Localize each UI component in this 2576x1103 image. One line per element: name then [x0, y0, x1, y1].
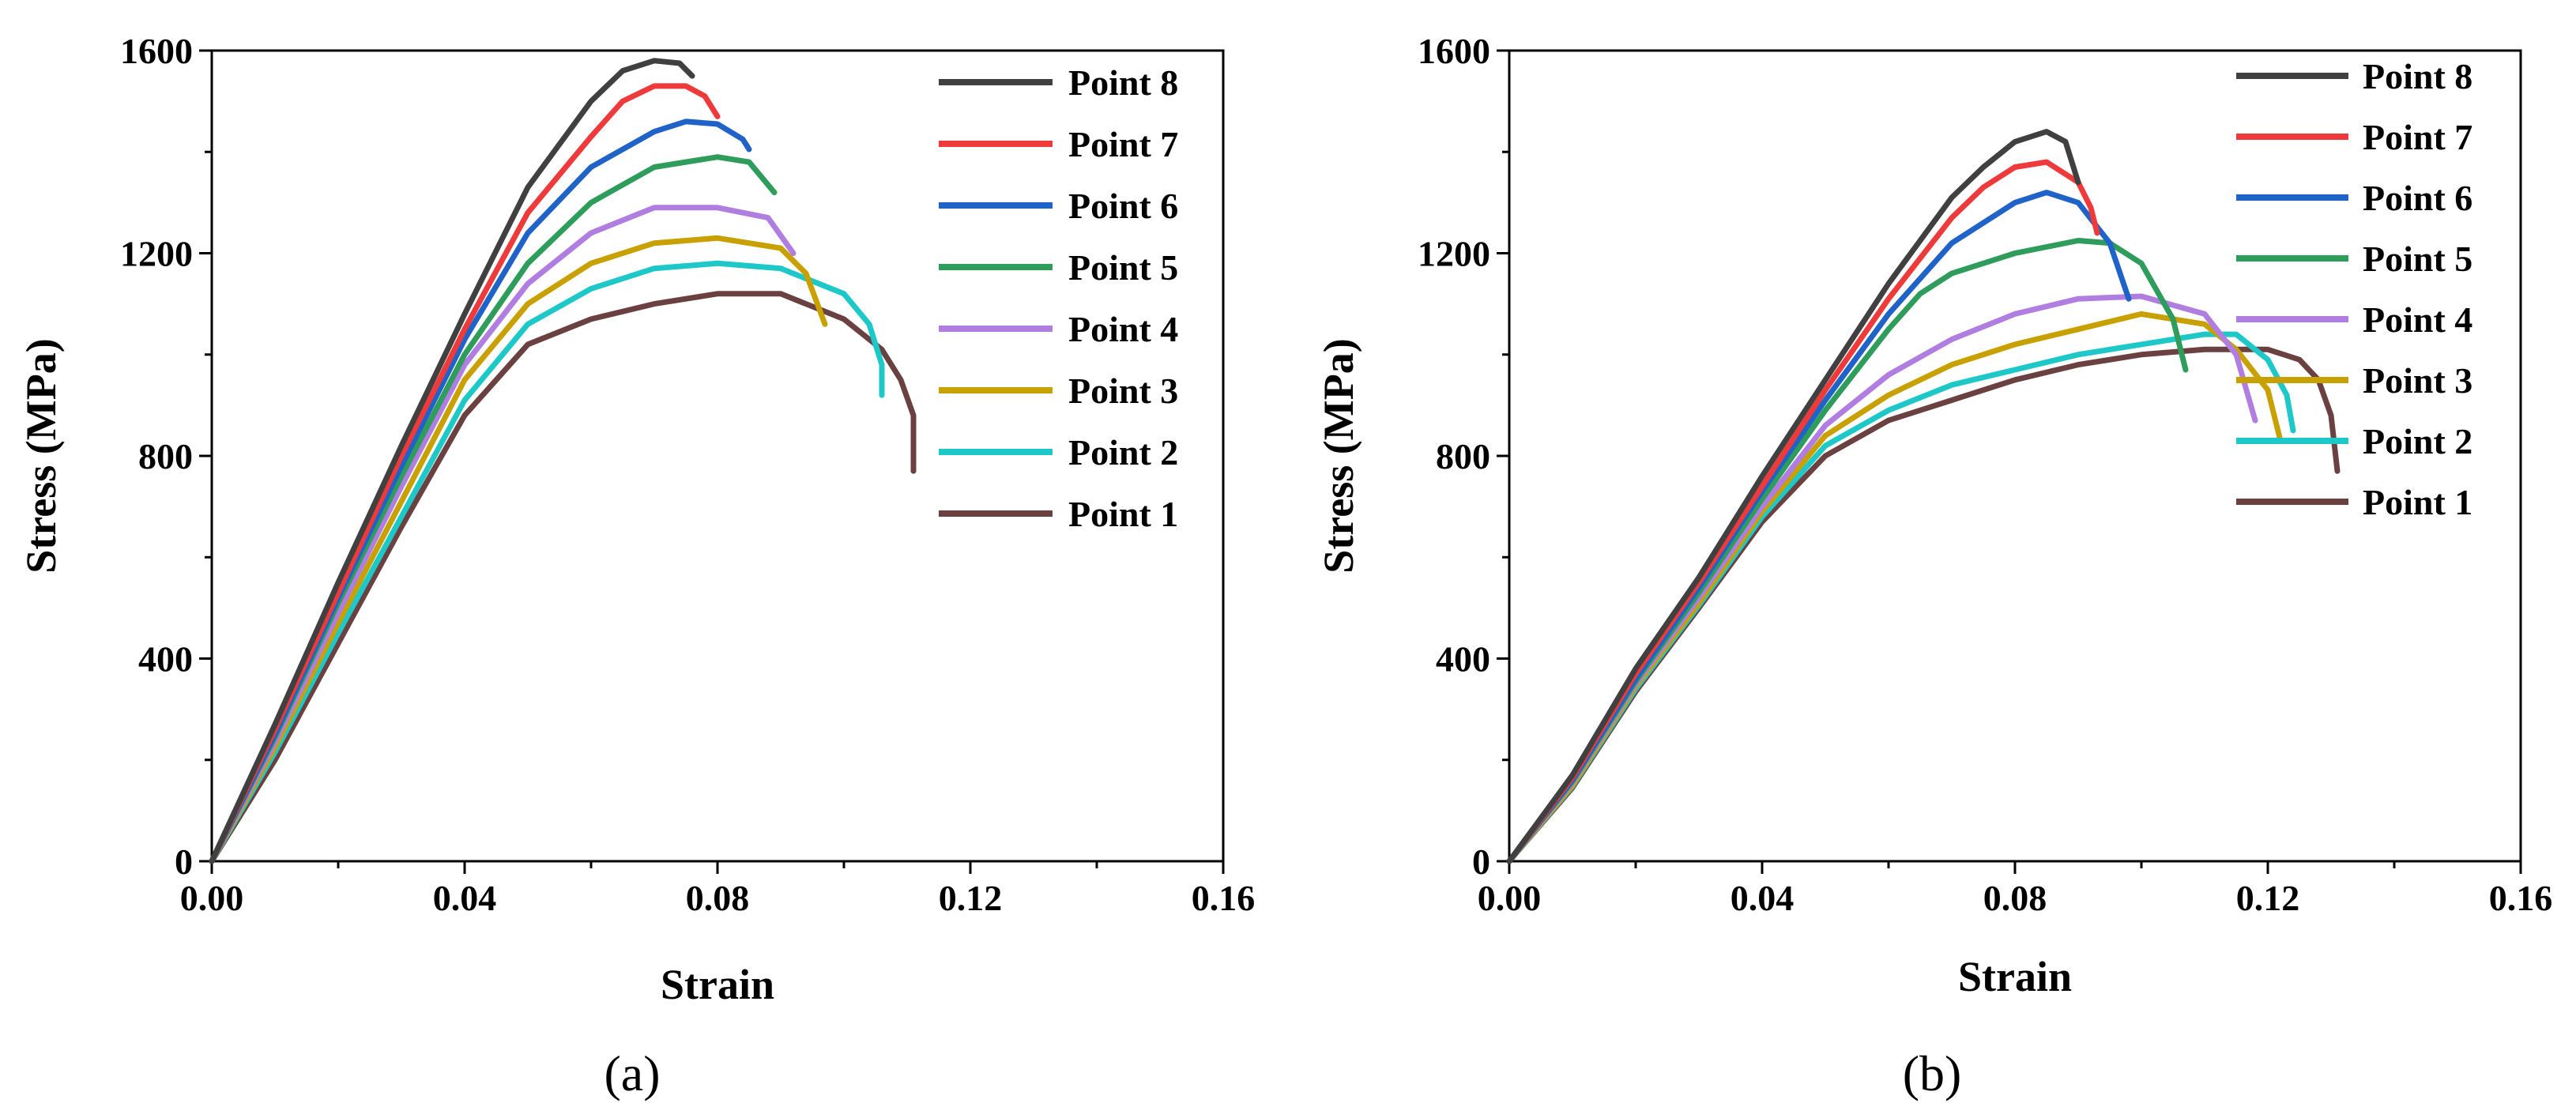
- y-tick-label: 1200: [1418, 234, 1490, 274]
- y-tick-label: 800: [138, 436, 193, 476]
- x-tick-label: 0.08: [1983, 878, 2047, 918]
- chart-panel-2: 0.00 0.04 0.08 0.12 0.16 0 400 800 1200 1600 Strai…: [1315, 31, 2552, 1101]
- legend-label-point-3: Point 3: [1068, 371, 1178, 411]
- series-line-point-2: [1506, 331, 2296, 864]
- legend: Point 8 Point 7 Point 6 Point 5 Point 4 Point…: [939, 62, 1178, 534]
- series-line-point-7: [209, 83, 721, 864]
- x-tick-label: 0.00: [1478, 878, 1542, 918]
- series-line-point-8: [1506, 129, 2081, 864]
- y-tick-label: 1600: [120, 31, 193, 71]
- x-tick-label: 0.04: [1731, 878, 1795, 918]
- legend-label-point-7: Point 7: [2363, 117, 2472, 157]
- x-tick-label: 0.00: [180, 878, 244, 918]
- series-line-point-1: [1506, 346, 2341, 864]
- panel-label: (b): [1903, 1045, 1962, 1101]
- legend-label-point-2: Point 2: [2363, 421, 2472, 461]
- x-axis-title: Strain: [1958, 953, 2072, 1000]
- series-line-point-7: [1506, 159, 2100, 864]
- y-tick-label: 400: [1436, 639, 1490, 679]
- series-line-point-4: [209, 205, 797, 864]
- x-tick-label: 0.16: [2489, 878, 2553, 918]
- y-tick-label: 0: [175, 841, 193, 882]
- y-tick-label: 800: [1436, 436, 1490, 476]
- x-tick-label: 0.04: [433, 878, 497, 918]
- y-tick-label: 1600: [1418, 31, 1490, 71]
- legend: Point 8 Point 7 Point 6 Point 5 Point 4 Point…: [2236, 56, 2472, 522]
- legend-label-point-8: Point 8: [1068, 62, 1178, 103]
- y-tick-label: 400: [138, 639, 193, 679]
- legend-label-point-8: Point 8: [2363, 56, 2472, 96]
- legend-label-point-6: Point 6: [2363, 178, 2472, 218]
- x-tick-label: 0.08: [686, 878, 750, 918]
- series-line-point-3: [209, 235, 828, 864]
- legend-label-point-2: Point 2: [1068, 432, 1178, 472]
- legend-label-point-3: Point 3: [2363, 360, 2472, 401]
- panel-label: (a): [604, 1045, 660, 1101]
- x-tick-label: 0.16: [1192, 878, 1256, 918]
- series-line-point-6: [1506, 190, 2132, 864]
- legend-label-point-4: Point 4: [2363, 299, 2472, 340]
- legend-label-point-7: Point 7: [1068, 124, 1178, 164]
- legend-label-point-5: Point 5: [2363, 239, 2472, 279]
- legend-label-point-4: Point 4: [1068, 309, 1178, 349]
- x-tick-label: 0.12: [939, 878, 1003, 918]
- y-axis-title: Stress (MPa): [1315, 338, 1362, 573]
- legend-label-point-5: Point 5: [1068, 247, 1178, 288]
- series-line-point-1: [209, 291, 917, 864]
- chart-panel-1: 0.00 0.04 0.08 0.12 0.16 0 400 800 1200 1600 Strai…: [17, 31, 1255, 1101]
- legend-label-point-1: Point 1: [2363, 482, 2472, 522]
- y-tick-label: 0: [1472, 841, 1490, 882]
- series-line-point-5: [1506, 238, 2189, 864]
- legend-label-point-1: Point 1: [1068, 494, 1178, 534]
- x-tick-label: 0.12: [2236, 878, 2300, 918]
- series-line-point-4: [1506, 293, 2258, 864]
- legend-label-point-6: Point 6: [1068, 186, 1178, 226]
- series-line-point-8: [209, 58, 695, 864]
- y-axis-title: Stress (MPa): [17, 338, 65, 573]
- series-line-point-3: [1506, 311, 2284, 864]
- series-line-point-6: [209, 119, 752, 864]
- y-tick-label: 1200: [120, 234, 193, 274]
- x-axis-title: Strain: [661, 961, 774, 1008]
- series-line-point-2: [209, 260, 885, 864]
